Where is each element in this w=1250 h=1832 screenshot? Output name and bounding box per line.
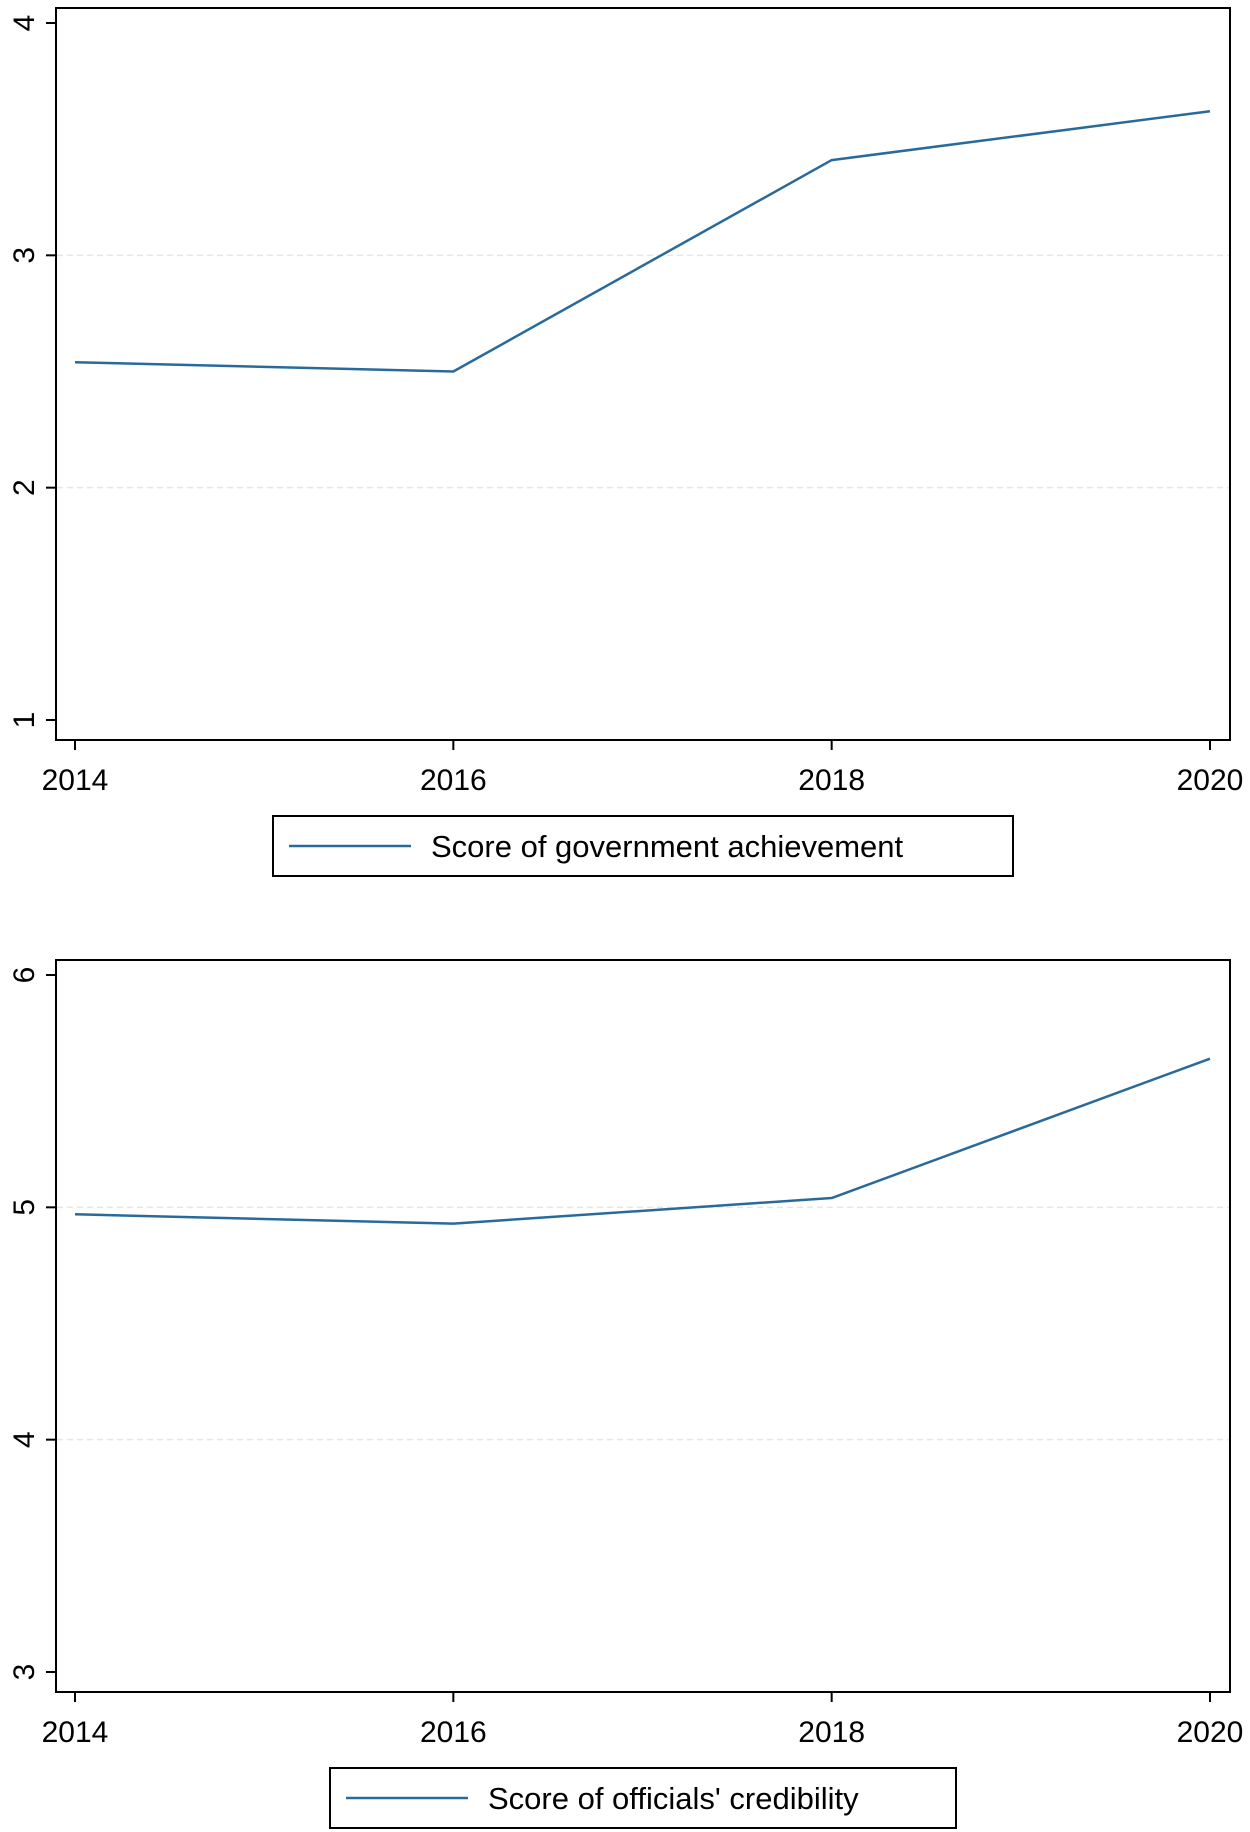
legend-label: Score of officials' credibility bbox=[488, 1781, 859, 1816]
x-tick-label: 2018 bbox=[798, 764, 865, 797]
series-line bbox=[74, 110, 1211, 373]
x-tick-label: 2016 bbox=[420, 764, 487, 797]
legend: Score of government achievement bbox=[272, 815, 1014, 877]
legend: Score of officials' credibility bbox=[329, 1767, 957, 1829]
x-tick-label: 2020 bbox=[1177, 1716, 1244, 1749]
y-tick-label: 4 bbox=[8, 15, 41, 32]
plot-area bbox=[55, 959, 1231, 1693]
y-tick-label: 5 bbox=[8, 1199, 41, 1216]
x-tick-label: 2014 bbox=[42, 764, 109, 797]
y-tick-label: 6 bbox=[8, 967, 41, 984]
x-tick-label: 2014 bbox=[42, 1716, 109, 1749]
x-tick-label: 2020 bbox=[1177, 764, 1244, 797]
y-tick-label: 1 bbox=[8, 712, 41, 729]
legend-label: Score of government achievement bbox=[431, 829, 904, 864]
y-tick-label: 4 bbox=[8, 1431, 41, 1448]
y-tick-label: 2 bbox=[8, 479, 41, 496]
series-line bbox=[74, 1057, 1211, 1225]
x-tick-label: 2016 bbox=[420, 1716, 487, 1749]
x-tick-label: 2018 bbox=[798, 1716, 865, 1749]
y-tick-label: 3 bbox=[8, 1664, 41, 1681]
plot-area bbox=[55, 7, 1231, 741]
y-tick-label: 3 bbox=[8, 247, 41, 264]
chart-panel-2: 3 4 5 6 2014 2016 2018 2020 Score of officials' … bbox=[8, 959, 1244, 1829]
chart-panel-1: 1 2 3 4 2014 2016 2018 2020 Score of government … bbox=[8, 7, 1244, 877]
